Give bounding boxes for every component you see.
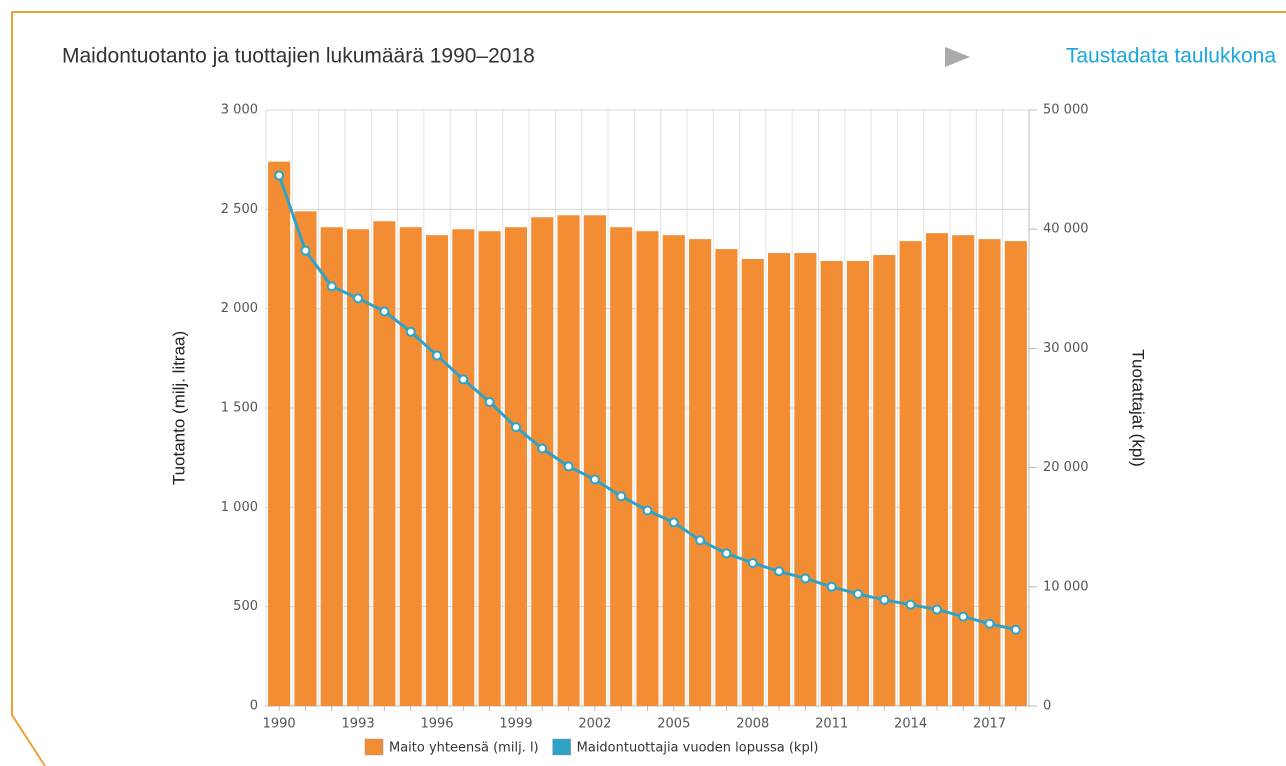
y2-tick-label: 20 000 xyxy=(1043,460,1089,475)
y2-tick-label: 40 000 xyxy=(1043,222,1089,237)
bar xyxy=(610,227,633,707)
bar xyxy=(531,217,554,706)
point xyxy=(405,326,416,337)
data-table-link[interactable]: Taustadata taulukkona xyxy=(1066,45,1276,68)
y2-tick-label: 50 000 xyxy=(1043,103,1089,118)
x-tick-label: 2017 xyxy=(973,717,1006,732)
point xyxy=(537,443,548,454)
point xyxy=(668,517,679,528)
point xyxy=(274,170,285,181)
point xyxy=(800,573,811,584)
bar xyxy=(846,260,870,706)
point xyxy=(326,281,337,292)
point xyxy=(905,599,916,610)
point xyxy=(353,293,364,304)
point xyxy=(484,397,495,408)
legend-label: Maidontuottajia vuoden lopussa (kpl) xyxy=(577,741,819,756)
x-tick-label: 2008 xyxy=(736,717,769,732)
y2-tick-label: 30 000 xyxy=(1043,341,1089,356)
point xyxy=(826,581,837,592)
bar xyxy=(978,239,1001,706)
point xyxy=(984,618,995,629)
bar xyxy=(425,235,449,706)
bar xyxy=(768,253,791,707)
y-tick-label: 2 500 xyxy=(221,202,258,217)
bar xyxy=(557,215,580,706)
point xyxy=(379,306,390,317)
y-tick-label: 1 000 xyxy=(221,500,258,515)
legend-swatch xyxy=(552,738,571,756)
point xyxy=(458,374,469,385)
y-axis-title: Tuotanto (milj. litraa) xyxy=(169,331,188,485)
point xyxy=(589,474,600,485)
y-tick-label: 3 000 xyxy=(221,103,258,118)
bar xyxy=(925,233,948,706)
bar xyxy=(452,229,475,706)
bar xyxy=(268,161,291,707)
x-tick-label: 1999 xyxy=(499,717,532,732)
bar xyxy=(399,227,422,707)
point xyxy=(852,588,863,599)
bar xyxy=(347,229,370,706)
bar xyxy=(820,260,843,706)
bar xyxy=(715,249,738,707)
point xyxy=(616,491,627,502)
x-tick-label: 1996 xyxy=(420,717,453,732)
y-tick-label: 2 000 xyxy=(221,301,258,316)
bar xyxy=(952,235,975,706)
bar xyxy=(662,235,685,706)
point xyxy=(721,548,732,559)
point xyxy=(931,604,942,615)
point xyxy=(1010,624,1021,635)
point xyxy=(747,557,758,568)
bar xyxy=(794,253,817,707)
point xyxy=(642,505,653,516)
bar xyxy=(320,227,343,707)
x-tick-label: 1993 xyxy=(342,717,375,732)
point xyxy=(563,461,574,472)
point xyxy=(958,611,969,622)
point xyxy=(432,350,443,361)
point xyxy=(695,535,706,546)
bar xyxy=(504,227,527,707)
bar xyxy=(294,211,317,706)
point xyxy=(879,594,890,605)
y-tick-label: 1 500 xyxy=(221,401,258,416)
bar xyxy=(689,239,712,706)
bar xyxy=(373,221,396,706)
x-tick-label: 2005 xyxy=(657,717,690,732)
y-tick-label: 0 xyxy=(250,699,258,714)
chart-title: Maidontuotanto ja tuottajien lukumäärä 1… xyxy=(62,45,535,68)
point xyxy=(300,245,311,256)
point xyxy=(510,422,521,433)
bar xyxy=(873,255,896,706)
y-tick-label: 500 xyxy=(233,599,258,614)
bar xyxy=(741,259,764,706)
legend-label: Maito yhteensä (milj. l) xyxy=(389,741,539,756)
y2-tick-label: 0 xyxy=(1043,699,1051,714)
x-tick-label: 1990 xyxy=(263,717,296,732)
bar xyxy=(636,231,659,707)
legend-swatch xyxy=(364,738,384,756)
point xyxy=(774,566,785,577)
frame xyxy=(11,11,1286,766)
x-tick-label: 2011 xyxy=(815,717,848,732)
bar xyxy=(1004,241,1027,706)
y2-tick-label: 10 000 xyxy=(1043,579,1089,594)
link-icon[interactable] xyxy=(945,47,970,67)
bar xyxy=(583,215,606,706)
x-tick-label: 2002 xyxy=(578,717,611,732)
bar xyxy=(899,241,922,706)
bar xyxy=(478,231,501,707)
x-tick-label: 2014 xyxy=(894,717,927,732)
y2-axis-title: Tuotattajat (kpl) xyxy=(1129,349,1148,466)
